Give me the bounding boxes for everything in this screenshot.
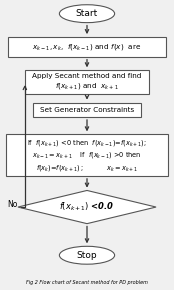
Bar xyxy=(25,70,149,94)
Ellipse shape xyxy=(59,246,115,264)
Text: Apply Secant method and find
$f(x_{k+1})$ and  $x_{k+1}$: Apply Secant method and find $f(x_{k+1})… xyxy=(32,73,142,91)
Text: If  $f(x_{k+1})$ <0 then  $f(x_{k-1})$=$f(x_{k+1})$;
$x_{k-1} = x_{k+1}$    If  : If $f(x_{k+1})$ <0 then $f(x_{k-1})$=$f(… xyxy=(27,137,147,173)
Text: $x_{k-1},x_k$,  $f(x_{k-1})$ and $f(x)$  are: $x_{k-1},x_k$, $f(x_{k-1})$ and $f(x)$ a… xyxy=(33,42,141,52)
Bar xyxy=(6,134,168,176)
Ellipse shape xyxy=(59,5,115,23)
Bar xyxy=(33,103,141,117)
Text: Stop: Stop xyxy=(77,251,97,260)
Text: Fig 2 Flow chart of Secant method for PD problem: Fig 2 Flow chart of Secant method for PD… xyxy=(26,280,148,284)
Text: Set Generator Constraints: Set Generator Constraints xyxy=(40,107,134,113)
Bar xyxy=(8,37,166,57)
Text: $f(x_{k+1})$ <0.0: $f(x_{k+1})$ <0.0 xyxy=(59,201,115,213)
Polygon shape xyxy=(18,191,156,224)
Text: Start: Start xyxy=(76,9,98,18)
Text: No: No xyxy=(7,200,18,209)
